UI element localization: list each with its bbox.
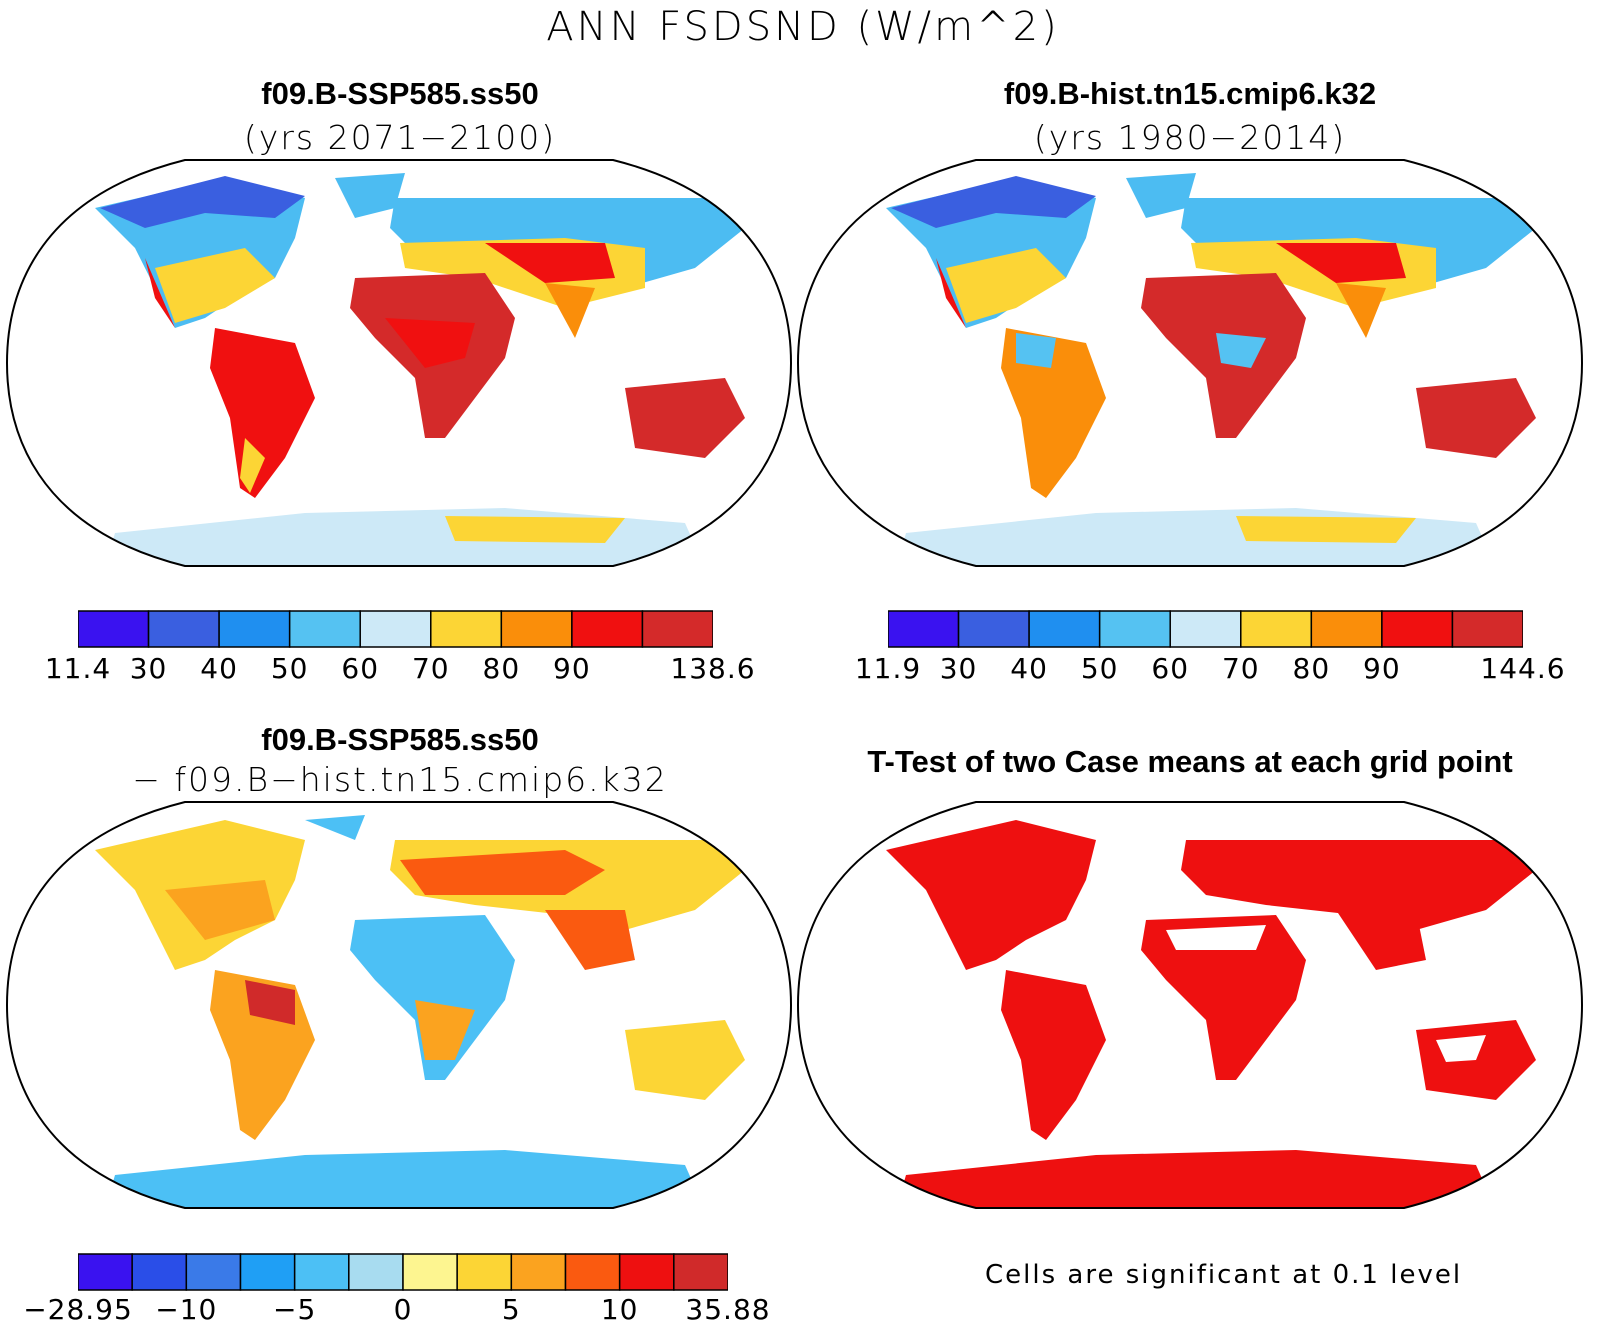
- colorbar-tick-label: 70: [1221, 652, 1260, 685]
- colorbar-tick-label: 30: [129, 652, 168, 685]
- colorbar-segment: [1169, 610, 1242, 648]
- colorbar-segment: [430, 610, 503, 648]
- colorbar-tick-label: 50: [1080, 652, 1119, 685]
- colorbar-tick-label: 40: [1010, 652, 1048, 685]
- colorbar-segment: [402, 1253, 458, 1291]
- colorbar-segment: [510, 1253, 567, 1291]
- colorbar-tick-label: 11.9: [854, 652, 922, 685]
- colorbar-tick-label: 138.6: [670, 652, 756, 685]
- panel2-colorbar-labels: 11.9 30 40 50 60 70 80 90 144.6: [855, 652, 1565, 688]
- colorbar-segment: [571, 610, 644, 648]
- colorbar-segment: [239, 1253, 296, 1291]
- colorbar-segment: [78, 610, 150, 648]
- panel2-map: [796, 159, 1584, 567]
- colorbar-segment: [131, 1253, 188, 1291]
- panel1-map: [5, 159, 793, 567]
- colorbar-segment: [500, 610, 573, 648]
- colorbar-tick-label: 11.4: [44, 652, 112, 685]
- panel3-colorbar: [78, 1253, 728, 1291]
- colorbar-segment: [1240, 610, 1313, 648]
- colorbar-tick-label: −10: [155, 1293, 218, 1326]
- panel2-colorbar: [888, 610, 1523, 648]
- colorbar-tick-label: 70: [411, 652, 450, 685]
- significance-note: Cells are significant at 0.1 level: [985, 1260, 1463, 1290]
- colorbar-tick-label: −28.95: [23, 1293, 133, 1326]
- colorbar-segment: [888, 610, 960, 648]
- colorbar-segment: [348, 1253, 404, 1291]
- colorbar-tick-label: −5: [273, 1293, 317, 1326]
- colorbar-tick-label: 10: [600, 1293, 639, 1326]
- panel4-title: T-Test of two Case means at each grid po…: [867, 744, 1513, 779]
- colorbar-segment: [673, 1253, 728, 1291]
- colorbar-segment: [957, 610, 1030, 648]
- colorbar-segment: [185, 1253, 242, 1291]
- colorbar-segment: [288, 610, 361, 648]
- colorbar-segment: [293, 1253, 350, 1291]
- colorbar-segment: [1310, 610, 1383, 648]
- colorbar-tick-label: 40: [200, 652, 238, 685]
- colorbar-segment: [456, 1253, 513, 1291]
- colorbar-segment: [641, 610, 713, 648]
- colorbar-tick-label: 35.88: [685, 1293, 771, 1326]
- panel1-colorbar-labels: 11.4 30 40 50 60 70 80 90 138.6: [45, 652, 755, 688]
- figure-title: ANN FSDSND (W/m^2): [546, 4, 1060, 50]
- colorbar-segment: [359, 610, 432, 648]
- colorbar-tick-label: 60: [1151, 652, 1190, 685]
- colorbar-segment: [618, 1253, 675, 1291]
- panel3-title: f09.B-SSP585.ss50: [261, 722, 539, 757]
- panel1-subtitle: (yrs 2071−2100): [243, 118, 557, 157]
- colorbar-segment: [564, 1253, 621, 1291]
- colorbar-segment: [1381, 610, 1454, 648]
- colorbar-tick-label: 60: [341, 652, 380, 685]
- panel3-map: [5, 801, 793, 1209]
- panel1-colorbar: [78, 610, 713, 648]
- colorbar-tick-label: 90: [1363, 652, 1401, 685]
- panel4-map: [796, 801, 1584, 1209]
- colorbar-tick-label: 80: [482, 652, 521, 685]
- colorbar-segment: [1028, 610, 1101, 648]
- colorbar-tick-label: 30: [939, 652, 978, 685]
- colorbar-segment: [1451, 610, 1523, 648]
- panel2-subtitle: (yrs 1980−2014): [1033, 118, 1347, 157]
- panel1-title: f09.B-SSP585.ss50: [261, 76, 539, 111]
- colorbar-tick-label: 144.6: [1480, 652, 1566, 685]
- panel2-title: f09.B-hist.tn15.cmip6.k32: [1003, 76, 1377, 111]
- colorbar-tick-label: 0: [393, 1293, 413, 1326]
- colorbar-tick-label: 80: [1292, 652, 1331, 685]
- colorbar-segment: [147, 610, 220, 648]
- colorbar-tick-label: 90: [553, 652, 591, 685]
- panel3-colorbar-labels: −28.95 −10 −5 0 5 10 35.88: [23, 1293, 769, 1326]
- colorbar-segment: [78, 1253, 133, 1291]
- colorbar-segment: [1098, 610, 1171, 648]
- colorbar-tick-label: 5: [501, 1293, 521, 1326]
- panel3-subtitle: − f09.B−hist.tn15.cmip6.k32: [132, 760, 668, 799]
- colorbar-tick-label: 50: [270, 652, 309, 685]
- colorbar-segment: [218, 610, 291, 648]
